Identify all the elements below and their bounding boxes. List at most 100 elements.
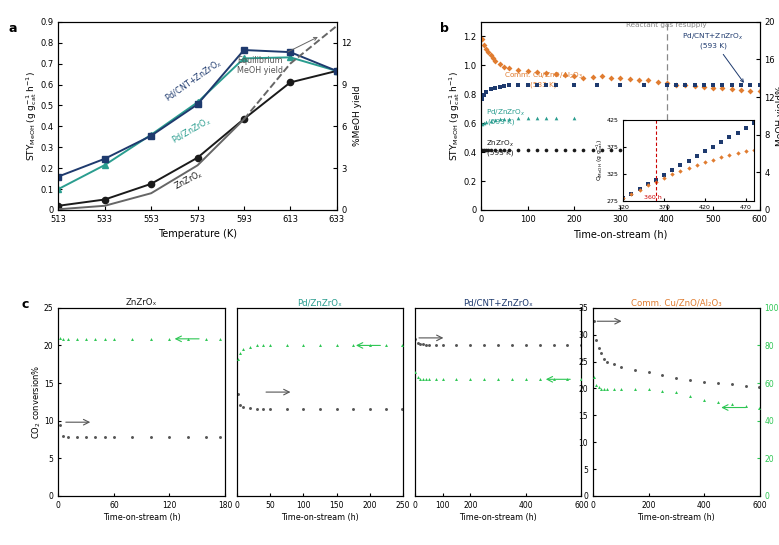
- Point: [698, 81, 710, 90]
- Point: [656, 386, 668, 395]
- Point: [512, 65, 524, 74]
- Point: [364, 405, 376, 414]
- Point: [62, 335, 74, 343]
- Point: [436, 375, 449, 384]
- Point: [436, 340, 449, 349]
- Point: [234, 349, 246, 358]
- Point: [577, 73, 590, 82]
- Point: [492, 375, 504, 384]
- Point: [182, 433, 194, 441]
- Point: [480, 118, 492, 127]
- Text: (533 K): (533 K): [530, 81, 556, 88]
- Point: [735, 86, 747, 94]
- Point: [414, 340, 427, 348]
- Point: [231, 354, 244, 363]
- Point: [592, 344, 605, 353]
- Point: [534, 375, 546, 384]
- Point: [263, 404, 276, 413]
- Point: [494, 146, 506, 154]
- X-axis label: Time-on-stream (h): Time-on-stream (h): [637, 513, 715, 522]
- Point: [520, 340, 532, 349]
- Point: [739, 401, 752, 410]
- Y-axis label: %MeOH yield: %MeOH yield: [354, 86, 362, 146]
- Point: [489, 146, 502, 154]
- Point: [314, 405, 326, 414]
- Point: [108, 433, 120, 441]
- Point: [596, 146, 608, 154]
- Point: [615, 362, 627, 371]
- Text: (593 K): (593 K): [487, 149, 513, 156]
- Point: [753, 383, 765, 391]
- Title: Comm. Cu/ZnO/Al₂O₃: Comm. Cu/ZnO/Al₂O₃: [631, 298, 721, 307]
- Point: [614, 81, 626, 90]
- Point: [601, 384, 613, 393]
- Point: [651, 146, 664, 154]
- Point: [98, 433, 111, 441]
- Point: [464, 340, 477, 349]
- Point: [231, 389, 244, 398]
- Point: [661, 79, 673, 88]
- Point: [476, 94, 488, 103]
- Point: [492, 340, 504, 349]
- Point: [587, 317, 600, 325]
- Point: [716, 84, 728, 93]
- Point: [145, 335, 157, 343]
- Point: [575, 375, 587, 384]
- Point: [234, 401, 246, 409]
- Point: [420, 340, 432, 349]
- Point: [126, 433, 139, 441]
- Point: [684, 392, 696, 401]
- Point: [597, 354, 610, 363]
- Point: [540, 69, 552, 77]
- Point: [637, 81, 650, 90]
- Point: [597, 384, 610, 393]
- Point: [716, 81, 728, 90]
- Point: [480, 88, 492, 96]
- Point: [739, 382, 752, 390]
- Point: [608, 360, 620, 368]
- Point: [237, 402, 249, 411]
- Point: [244, 343, 256, 352]
- Point: [587, 146, 599, 154]
- Point: [482, 146, 495, 154]
- Point: [478, 340, 491, 349]
- Point: [237, 345, 249, 354]
- Point: [615, 384, 627, 393]
- Point: [54, 334, 66, 342]
- Point: [485, 117, 497, 125]
- Point: [494, 59, 506, 68]
- Point: [182, 335, 194, 343]
- Point: [712, 397, 724, 406]
- Point: [679, 81, 692, 90]
- Point: [499, 114, 511, 123]
- X-axis label: Time-on-stream (h): Time-on-stream (h): [281, 513, 359, 522]
- Point: [280, 341, 293, 350]
- Point: [744, 86, 756, 95]
- Point: [623, 75, 636, 83]
- Point: [482, 48, 495, 57]
- Point: [422, 375, 435, 384]
- Text: (593 K): (593 K): [488, 118, 515, 125]
- Point: [164, 433, 176, 441]
- X-axis label: Time-on-stream (h): Time-on-stream (h): [573, 229, 668, 239]
- Point: [568, 81, 580, 90]
- Point: [57, 432, 69, 440]
- Point: [494, 83, 506, 92]
- Point: [512, 81, 524, 90]
- Point: [670, 81, 682, 89]
- Point: [489, 83, 502, 92]
- Point: [164, 335, 176, 343]
- Text: Pd/ZnZrO$_x$: Pd/ZnZrO$_x$: [170, 114, 213, 147]
- Point: [214, 433, 227, 441]
- Point: [587, 72, 599, 81]
- Point: [698, 83, 710, 92]
- Point: [485, 146, 497, 154]
- Point: [499, 62, 511, 71]
- Point: [422, 340, 435, 349]
- Point: [506, 375, 518, 384]
- Point: [656, 371, 668, 379]
- Point: [559, 146, 571, 154]
- Point: [347, 405, 359, 414]
- Point: [145, 433, 157, 441]
- Point: [347, 341, 359, 350]
